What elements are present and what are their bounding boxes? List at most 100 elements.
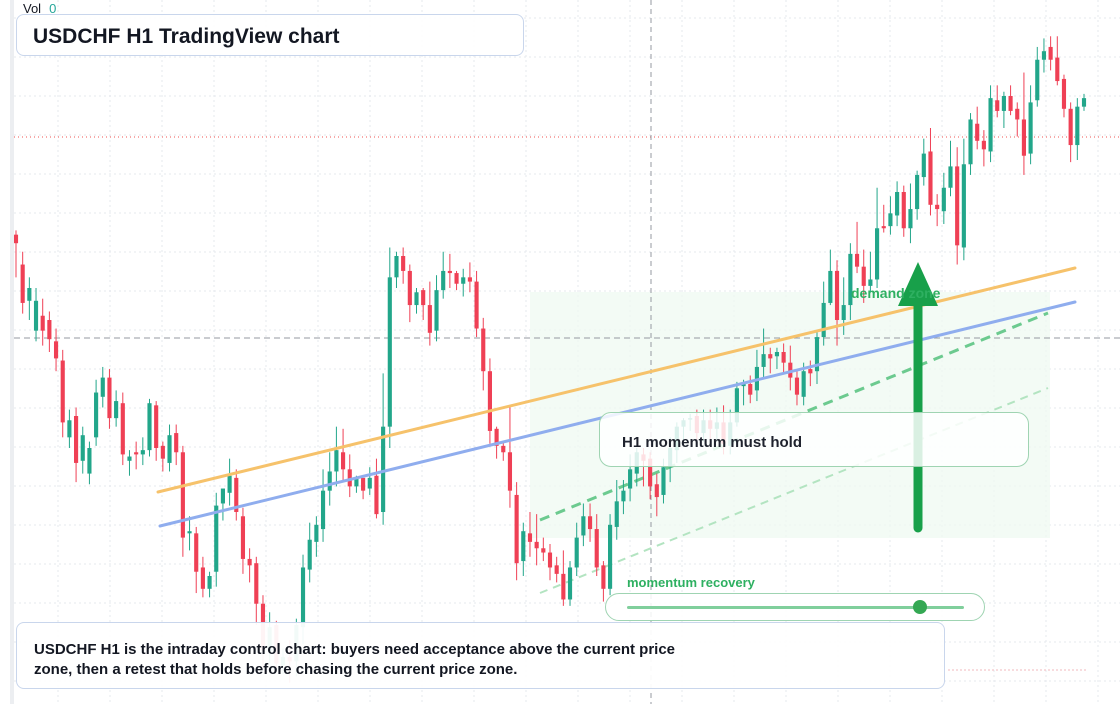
candle-body: [587, 516, 593, 530]
candle-body: [581, 516, 586, 536]
candle: [781, 343, 786, 374]
candle: [854, 221, 860, 274]
candle-body: [341, 452, 346, 470]
candle-body: [834, 270, 840, 320]
momentum-recovery-slider[interactable]: [605, 593, 985, 621]
candle: [1021, 72, 1026, 175]
candle: [381, 373, 386, 525]
candle: [100, 366, 105, 408]
candle-body: [1081, 98, 1087, 107]
candle-body: [220, 488, 225, 504]
candle: [888, 196, 893, 235]
candle: [608, 514, 613, 596]
candle-body: [40, 315, 45, 331]
candle: [981, 130, 986, 167]
candle-body: [134, 452, 139, 455]
candle-body: [227, 475, 232, 493]
candle: [394, 251, 399, 288]
candle-body: [1055, 57, 1060, 82]
candle-body: [247, 558, 252, 566]
candle-body: [1035, 59, 1040, 101]
candle: [567, 561, 573, 606]
momentum-callout: H1 momentum must hold: [599, 412, 1029, 467]
candle-body: [300, 567, 306, 628]
candle: [13, 230, 19, 278]
candle-body: [828, 270, 833, 303]
candle-body: [501, 445, 506, 453]
candle: [154, 401, 159, 461]
candle-body: [461, 277, 466, 284]
candle-body: [33, 300, 39, 331]
candle: [434, 275, 439, 342]
candle: [134, 441, 139, 470]
candle: [501, 441, 506, 461]
candle-body: [74, 416, 79, 463]
candle: [320, 469, 326, 542]
candle: [107, 369, 112, 429]
candle-body: [53, 341, 59, 359]
candle: [361, 477, 366, 500]
candle: [1055, 36, 1060, 86]
candle-body: [928, 151, 933, 205]
candle-body: [147, 403, 152, 451]
candle-body: [648, 458, 653, 487]
candle-body: [901, 192, 906, 229]
candle: [995, 85, 1000, 118]
candle-body: [814, 337, 820, 372]
candle-body: [80, 435, 85, 461]
candle: [654, 473, 659, 517]
candle-body: [240, 516, 246, 559]
candle: [220, 488, 225, 521]
candle: [948, 140, 953, 197]
candle-body: [935, 204, 940, 210]
candle: [895, 181, 900, 227]
candle-body: [821, 302, 826, 338]
candle-body: [234, 477, 239, 512]
candle-body: [114, 401, 119, 419]
candle-body: [481, 328, 486, 372]
candle: [194, 526, 199, 594]
candle-body: [194, 533, 199, 572]
candle: [441, 251, 446, 299]
candle-body: [601, 565, 606, 589]
candle-body: [881, 226, 886, 229]
candle-body: [988, 98, 993, 152]
candle-body: [200, 567, 205, 589]
chart-caption-box: USDCHF H1 is the intraday control chart:…: [16, 622, 945, 689]
candle-body: [140, 450, 145, 455]
candle-body: [781, 352, 786, 363]
candle-body: [187, 531, 192, 534]
candle-body: [621, 490, 626, 502]
candle: [481, 317, 486, 391]
candle: [74, 407, 79, 483]
candle: [788, 345, 793, 391]
candle-body: [608, 524, 613, 589]
candle-body: [808, 369, 813, 374]
candle-body: [427, 305, 432, 333]
candle: [547, 544, 553, 581]
candle: [915, 170, 920, 220]
candle-body: [594, 529, 599, 568]
candle: [594, 514, 599, 576]
lower-support-line: [539, 387, 1049, 594]
candle: [1015, 102, 1020, 137]
candle: [120, 392, 125, 466]
candle: [314, 516, 319, 557]
candle: [53, 328, 59, 372]
momentum-slider-knob[interactable]: [913, 600, 928, 614]
candle: [254, 556, 259, 626]
candle: [127, 450, 132, 476]
candle-body: [434, 290, 439, 331]
candle: [1075, 98, 1080, 160]
candle-body: [407, 270, 412, 306]
candle: [968, 113, 973, 175]
candle-body: [968, 119, 973, 165]
candle-body: [741, 384, 746, 387]
candle-body: [174, 433, 179, 453]
candle-body: [995, 100, 1000, 111]
candle: [1028, 85, 1033, 165]
candle-body: [207, 576, 212, 589]
candle: [901, 185, 906, 237]
candle: [347, 454, 352, 498]
candle: [955, 147, 960, 265]
